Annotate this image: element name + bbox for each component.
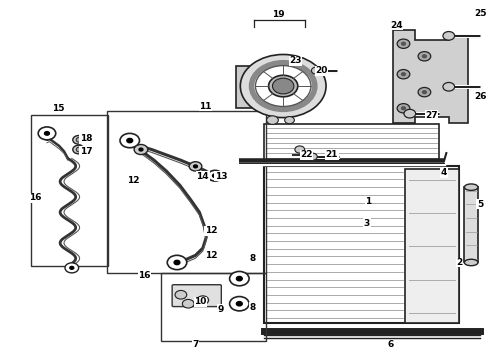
Circle shape <box>422 55 426 58</box>
Circle shape <box>284 117 294 124</box>
Circle shape <box>167 255 186 270</box>
Circle shape <box>212 174 217 177</box>
Circle shape <box>207 170 222 181</box>
Circle shape <box>272 78 293 94</box>
Circle shape <box>266 116 278 125</box>
Circle shape <box>120 134 139 148</box>
Circle shape <box>401 42 405 45</box>
Circle shape <box>182 300 194 308</box>
Circle shape <box>417 51 430 61</box>
Text: 21: 21 <box>325 150 337 159</box>
Text: 22: 22 <box>300 150 312 159</box>
Text: 3: 3 <box>363 219 369 228</box>
Circle shape <box>229 271 248 286</box>
Circle shape <box>396 69 409 79</box>
Circle shape <box>139 148 142 151</box>
Text: 12: 12 <box>204 226 217 235</box>
Circle shape <box>38 127 56 140</box>
Circle shape <box>255 66 310 107</box>
Circle shape <box>240 54 325 118</box>
Text: 24: 24 <box>389 21 402 30</box>
Text: 23: 23 <box>288 57 301 66</box>
Text: 9: 9 <box>217 305 224 314</box>
Circle shape <box>251 63 314 109</box>
Circle shape <box>442 32 454 40</box>
Circle shape <box>65 263 79 273</box>
Text: 16: 16 <box>29 193 42 202</box>
Bar <box>263 166 458 323</box>
Circle shape <box>189 162 202 171</box>
Bar <box>464 187 477 262</box>
Bar <box>31 115 108 266</box>
Circle shape <box>311 67 321 74</box>
Circle shape <box>193 165 197 168</box>
Text: 6: 6 <box>386 341 393 350</box>
Circle shape <box>70 266 74 269</box>
Bar <box>107 111 265 273</box>
Circle shape <box>236 302 242 306</box>
Circle shape <box>73 145 84 154</box>
Text: 14: 14 <box>196 172 209 181</box>
Text: 8: 8 <box>249 255 256 264</box>
Circle shape <box>307 153 317 160</box>
Bar <box>404 169 458 323</box>
Circle shape <box>175 291 186 299</box>
Circle shape <box>76 137 83 142</box>
Circle shape <box>197 296 208 305</box>
Circle shape <box>294 146 304 153</box>
Circle shape <box>396 39 409 48</box>
Text: 10: 10 <box>194 297 206 306</box>
Ellipse shape <box>464 259 477 266</box>
Text: 16: 16 <box>138 270 150 279</box>
Text: 25: 25 <box>473 9 486 18</box>
Circle shape <box>401 73 405 76</box>
Text: 18: 18 <box>80 134 92 143</box>
Text: 11: 11 <box>199 102 211 111</box>
Bar <box>161 273 265 341</box>
Circle shape <box>417 87 430 97</box>
FancyBboxPatch shape <box>172 285 221 307</box>
Circle shape <box>396 104 409 113</box>
Text: 26: 26 <box>473 92 486 101</box>
Circle shape <box>403 109 415 118</box>
Circle shape <box>422 91 426 94</box>
Text: 12: 12 <box>204 251 217 260</box>
Circle shape <box>236 276 242 281</box>
Text: 8: 8 <box>249 303 256 312</box>
Circle shape <box>442 82 454 91</box>
Bar <box>263 125 438 166</box>
Circle shape <box>401 107 405 110</box>
Circle shape <box>268 75 297 97</box>
Text: 20: 20 <box>314 66 326 75</box>
Text: 13: 13 <box>214 172 226 181</box>
Circle shape <box>76 147 83 152</box>
Circle shape <box>174 260 180 265</box>
Text: 12: 12 <box>127 176 139 185</box>
Bar <box>235 66 262 108</box>
Circle shape <box>44 132 49 135</box>
Text: 7: 7 <box>192 341 198 350</box>
Text: 2: 2 <box>455 258 462 267</box>
Circle shape <box>134 144 147 154</box>
Text: 1: 1 <box>365 197 371 206</box>
Text: 27: 27 <box>425 111 437 120</box>
Ellipse shape <box>464 184 477 190</box>
Text: 4: 4 <box>440 168 446 177</box>
Polygon shape <box>392 30 468 123</box>
Text: 5: 5 <box>476 200 482 209</box>
Text: 15: 15 <box>52 104 64 113</box>
Circle shape <box>126 138 132 143</box>
Text: 17: 17 <box>80 147 92 156</box>
Circle shape <box>73 135 84 144</box>
Circle shape <box>229 297 248 311</box>
Text: 19: 19 <box>271 10 284 19</box>
